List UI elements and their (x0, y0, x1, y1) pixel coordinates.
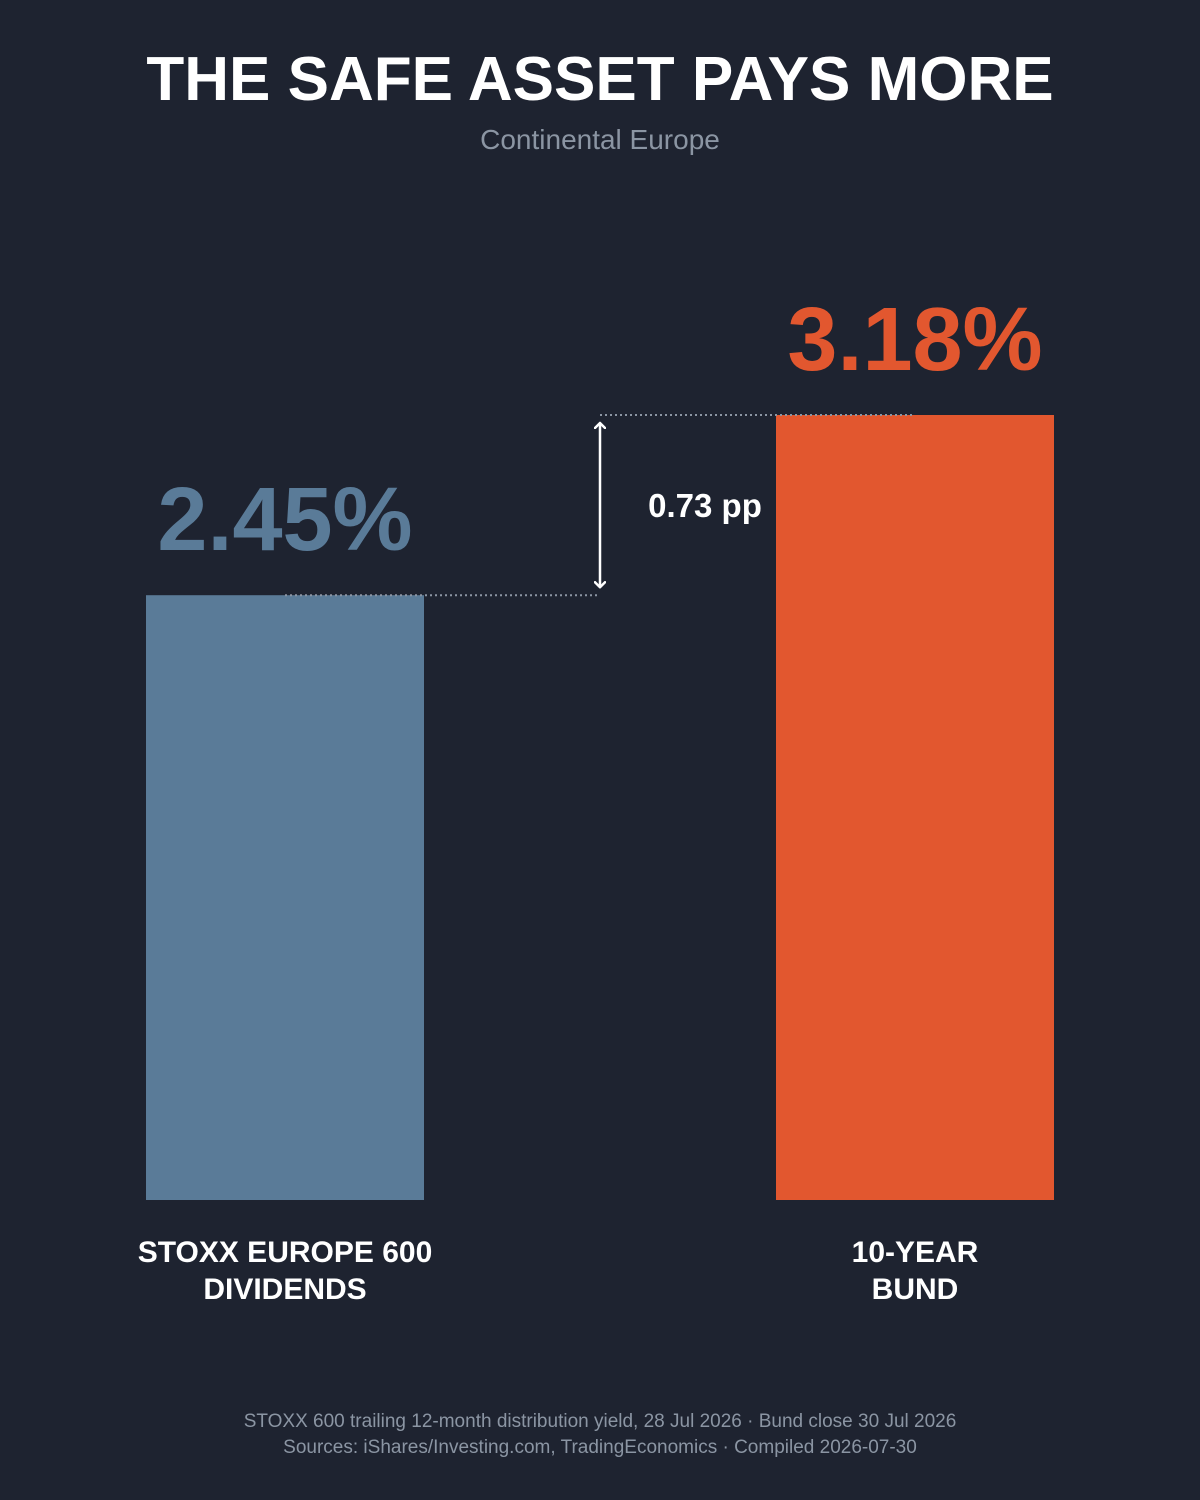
gap-label: 0.73 pp (648, 487, 762, 524)
labels-group: 2.45% STOXX EUROPE 600 DIVIDENDS 3.18% 10-YE… (138, 290, 1043, 1306)
value-label-stoxx: 2.45% (157, 470, 412, 570)
footer-note: STOXX 600 trailing 12-month distribution… (244, 1411, 957, 1432)
chart-subtitle: Continental Europe (480, 124, 720, 155)
bar-stoxx (146, 595, 424, 1200)
bar-bund (776, 415, 1054, 1200)
bars-group (146, 415, 1054, 1200)
footer-sources: Sources: iShares/Investing.com, TradingE… (283, 1437, 917, 1458)
category-label-stoxx: STOXX EUROPE 600 DIVIDENDS (138, 1236, 433, 1306)
chart-title: THE SAFE ASSET PAYS MORE (146, 45, 1053, 114)
category-label-bund: 10-YEAR BUND (852, 1236, 979, 1306)
value-label-bund: 3.18% (787, 290, 1042, 390)
gap-annotation: 0.73 pp (285, 414, 915, 597)
